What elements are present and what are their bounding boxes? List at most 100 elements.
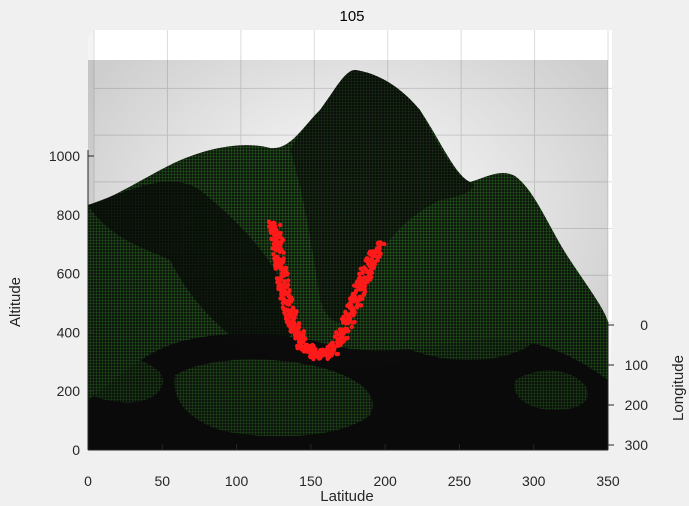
scatter-point <box>273 247 279 253</box>
scatter-point <box>330 347 337 353</box>
scatter-point <box>281 288 288 295</box>
x-tick-label: 50 <box>154 473 170 489</box>
y-axis-label: Longitude <box>670 355 687 421</box>
scatter-point <box>341 314 346 319</box>
terrain-vignette <box>88 60 608 450</box>
x-tick-label: 0 <box>84 473 92 489</box>
scatter-point <box>330 342 336 347</box>
scatter-point <box>371 265 376 271</box>
z-tick-label: 0 <box>72 442 80 458</box>
z-axis-label: Altitude <box>7 277 24 327</box>
scatter-point <box>271 252 276 257</box>
scatter-point <box>309 351 314 357</box>
x-tick-label: 250 <box>448 473 472 489</box>
scatter-point <box>275 241 282 248</box>
scatter-point <box>343 336 349 341</box>
scatter-point <box>376 241 383 248</box>
scatter-point <box>315 352 322 359</box>
y-ticks: 0 100 200 300 <box>608 317 648 453</box>
scatter-point <box>278 222 283 228</box>
scatter-point <box>349 295 354 300</box>
z-tick-label: 400 <box>57 324 81 340</box>
scatter-point <box>344 317 349 322</box>
y-tick-label: 0 <box>640 317 648 333</box>
x-tick-label: 300 <box>522 473 546 489</box>
x-tick-label: 150 <box>299 473 323 489</box>
scatter-point <box>292 321 297 327</box>
scatter-point <box>382 241 387 247</box>
scatter-point <box>285 282 291 287</box>
scatter-point <box>323 352 328 357</box>
scatter-point <box>297 321 302 326</box>
scatter-point <box>349 311 354 317</box>
scatter-point <box>357 294 363 299</box>
scatter-point <box>280 300 285 306</box>
scatter-point <box>360 270 365 276</box>
scatter-point <box>346 320 351 326</box>
scatter-point <box>284 272 289 277</box>
scatter-point <box>309 345 314 351</box>
terrain-surface <box>88 60 608 450</box>
scatter-points <box>266 219 387 362</box>
scatter-point <box>349 324 354 330</box>
scatter-point <box>273 258 278 263</box>
scatter-point <box>358 282 365 289</box>
scatter-point <box>285 301 290 307</box>
scatter-point <box>348 315 353 321</box>
scatter-point <box>278 277 283 282</box>
scatter-point <box>280 295 285 301</box>
scatter-point <box>367 258 374 265</box>
z-tick-label: 800 <box>57 207 81 223</box>
x-axis-label: Latitude <box>320 488 373 505</box>
scatter-point <box>286 278 291 283</box>
scatter-point <box>373 254 379 259</box>
scatter-point <box>340 329 347 336</box>
scatter-point <box>279 271 285 276</box>
scatter-point <box>370 249 375 254</box>
scatter-point <box>349 305 356 312</box>
scatter-point <box>303 336 308 342</box>
scatter-point <box>270 229 276 234</box>
scatter-point <box>358 266 363 271</box>
scatter-point <box>287 308 294 315</box>
y-tick-label: 200 <box>625 397 649 413</box>
z-tick-label: 200 <box>57 383 81 399</box>
scatter-point <box>334 351 339 357</box>
scatter-point <box>274 262 279 267</box>
scatter-point <box>360 276 365 281</box>
scatter-point <box>292 332 298 338</box>
x-tick-label: 100 <box>225 473 249 489</box>
scatter-point <box>344 312 349 317</box>
scatter-point <box>298 337 303 342</box>
scatter-point <box>296 343 302 348</box>
scatter-point <box>375 258 380 263</box>
chart-title: 105 <box>339 8 364 25</box>
scatter-point <box>301 344 308 351</box>
scatter-point <box>270 220 277 227</box>
z-ticks: 0 200 400 600 800 1000 <box>49 148 94 458</box>
y-tick-label: 300 <box>625 437 649 453</box>
x-tick-label: 350 <box>596 473 620 489</box>
x-tick-label: 200 <box>373 473 397 489</box>
z-tick-label: 600 <box>57 266 81 282</box>
x-ticks: 0 50 100 150 200 250 300 350 <box>84 444 620 489</box>
scatter-point <box>361 292 366 297</box>
scatter-point <box>352 319 357 325</box>
scatter-point <box>277 249 283 255</box>
scatter-point <box>375 247 381 252</box>
scatter-point <box>289 327 294 333</box>
scatter-point <box>291 315 296 320</box>
z-tick-label: 1000 <box>49 148 80 164</box>
scatter-point <box>337 327 343 332</box>
scatter-point <box>269 236 274 241</box>
y-tick-label: 100 <box>625 357 649 373</box>
scatter-point <box>353 290 358 295</box>
scatter-point <box>357 271 362 276</box>
scatter-point <box>271 241 276 247</box>
scatter-point <box>278 264 285 271</box>
scatter-point <box>288 299 294 304</box>
scatter-point <box>335 336 340 342</box>
axis-lines <box>87 150 609 451</box>
scatter-point <box>277 287 282 292</box>
